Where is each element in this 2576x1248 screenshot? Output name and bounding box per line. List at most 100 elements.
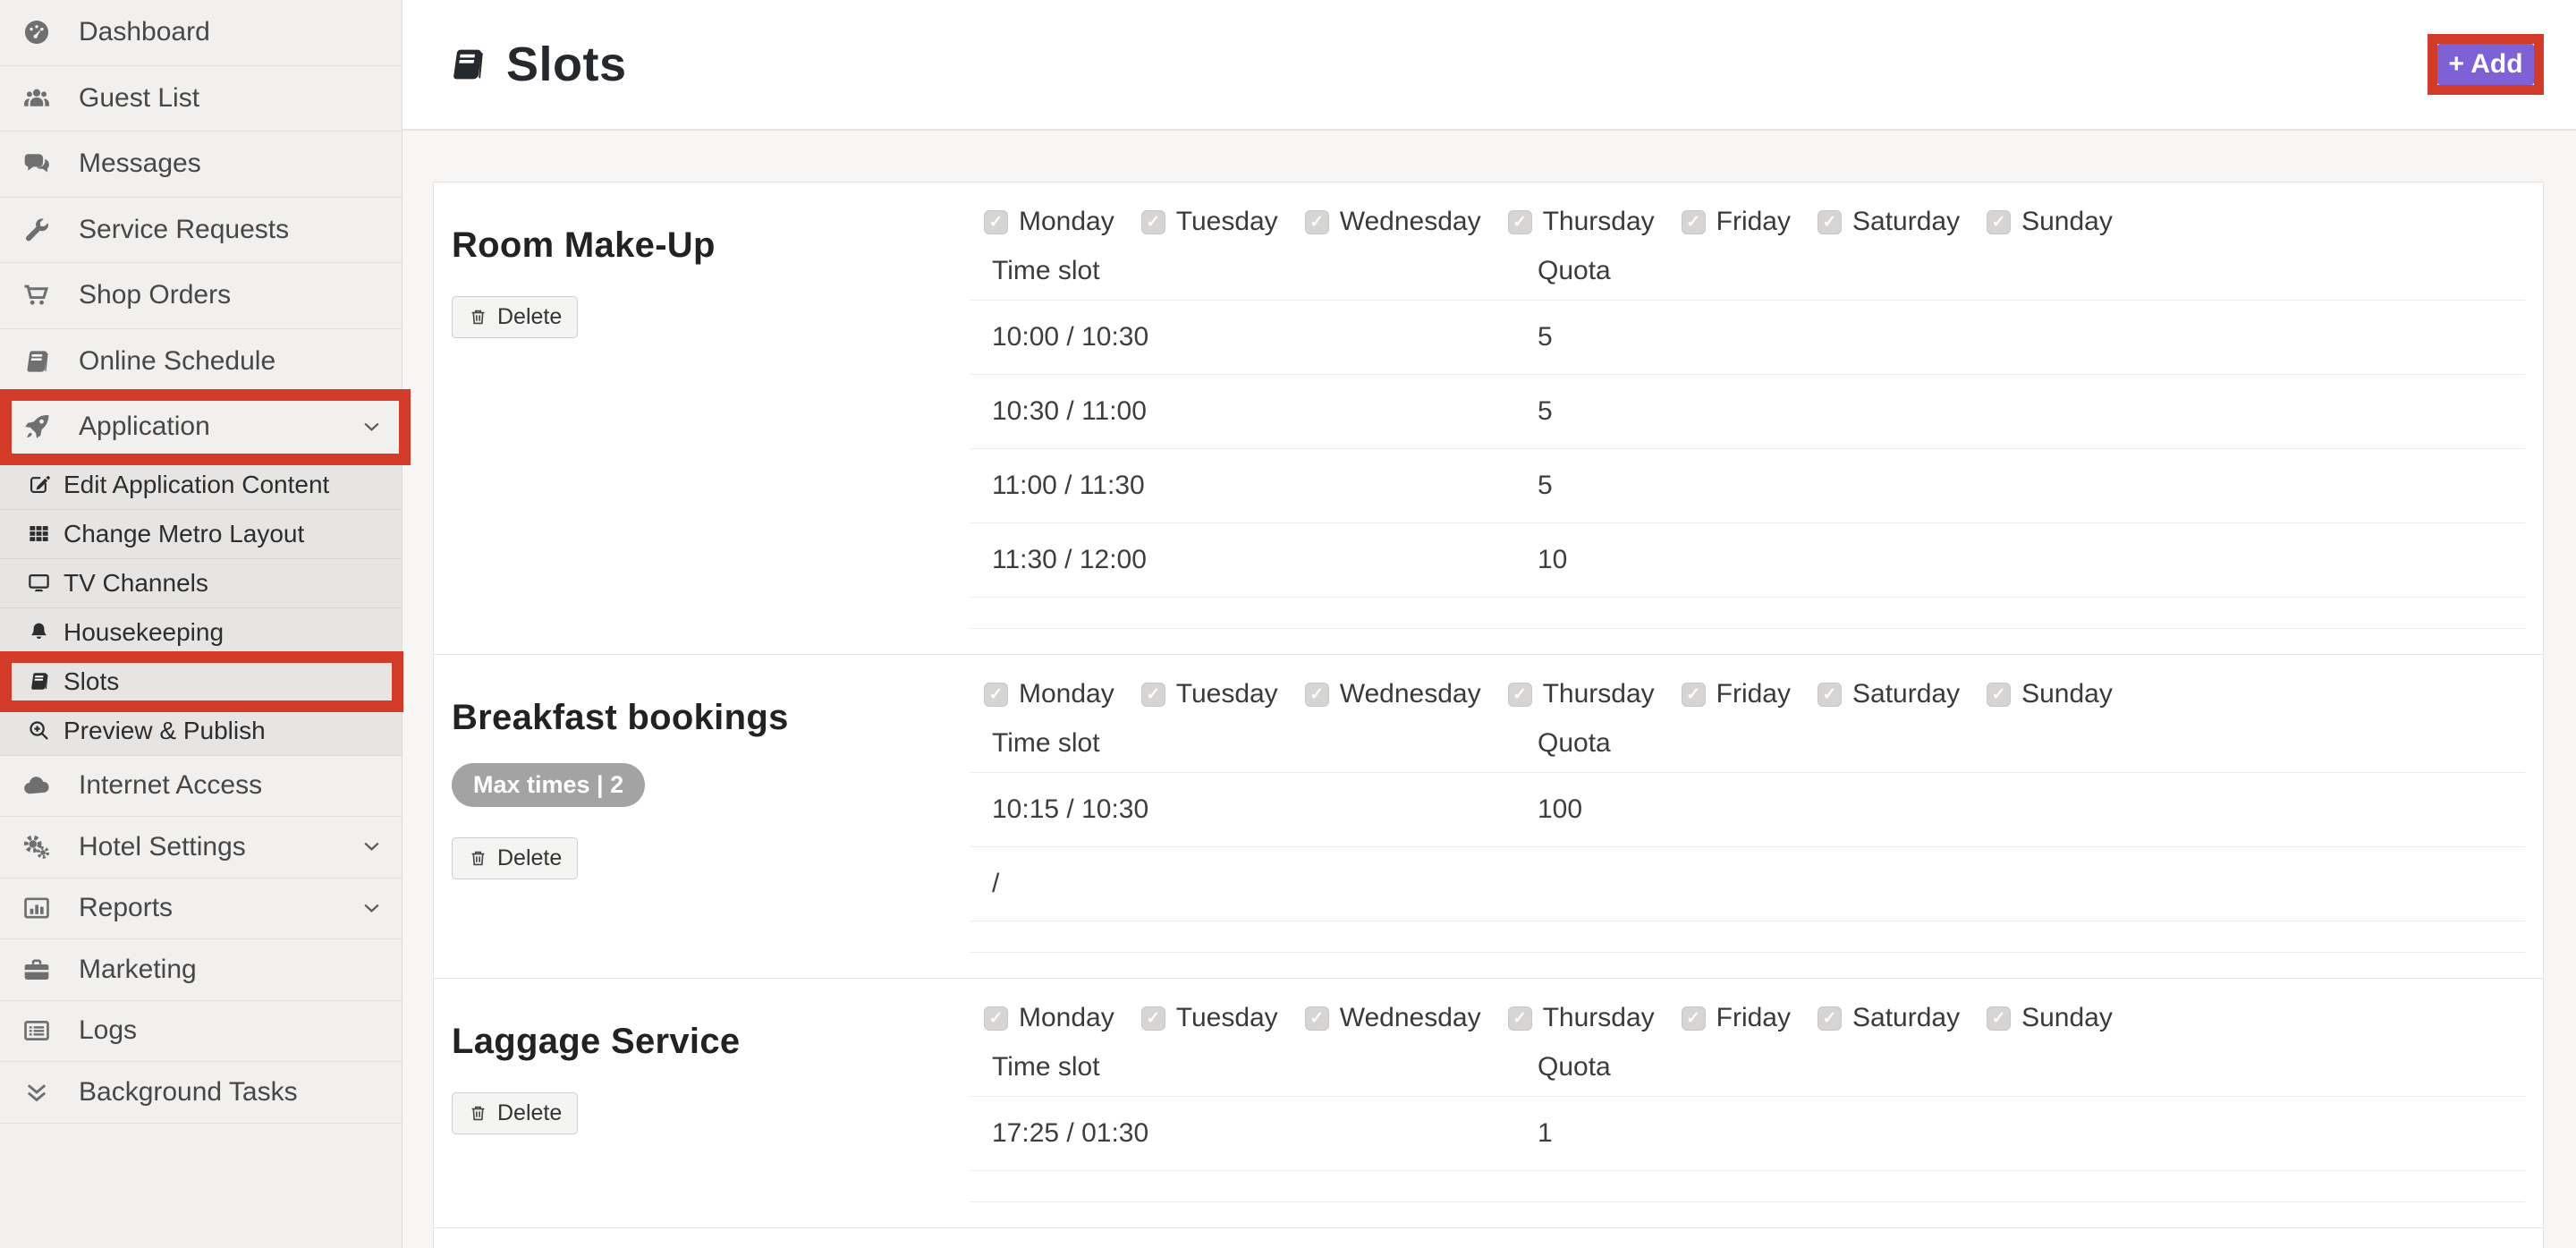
slot-row[interactable]: 11:00 / 11:30 5 bbox=[970, 449, 2525, 523]
day-toggle[interactable]: Saturday bbox=[1818, 207, 1960, 237]
section-left: Breakfast bookings Max times | 2 Delete bbox=[434, 655, 970, 978]
day-checkbox[interactable] bbox=[1507, 682, 1532, 707]
guests-icon bbox=[20, 83, 54, 114]
day-toggle[interactable]: Sunday bbox=[1987, 679, 2113, 709]
day-label: Monday bbox=[1019, 1003, 1114, 1032]
day-toggle[interactable]: Tuesday bbox=[1140, 207, 1278, 237]
add-button[interactable]: + Add bbox=[2437, 44, 2534, 85]
day-toggle[interactable]: Friday bbox=[1681, 207, 1791, 237]
day-toggle[interactable]: Friday bbox=[1681, 1003, 1791, 1033]
day-toggle[interactable]: Tuesday bbox=[1140, 1003, 1278, 1033]
day-checkbox[interactable] bbox=[1304, 209, 1329, 234]
sidebar-item-online-schedule[interactable]: Online Schedule bbox=[0, 329, 402, 395]
chevron-down-icon bbox=[360, 835, 384, 859]
day-checkbox[interactable] bbox=[984, 209, 1008, 234]
grid-icon bbox=[25, 522, 52, 546]
sidebar-item-label: Application bbox=[79, 412, 210, 442]
slot-row[interactable]: 10:30 / 11:00 5 bbox=[970, 375, 2525, 449]
slot-section-laggage-service: Laggage Service Delete Monday Tuesday Wedn… bbox=[434, 979, 2543, 1228]
delete-button[interactable]: Delete bbox=[452, 837, 579, 879]
day-toggle[interactable]: Wednesday bbox=[1304, 679, 1481, 709]
day-toggle[interactable]: Monday bbox=[984, 207, 1114, 237]
time-slot-header: Time slot bbox=[992, 255, 1100, 285]
day-toggle[interactable]: Wednesday bbox=[1304, 207, 1481, 237]
sidebar-item-logs[interactable]: Logs bbox=[0, 1001, 402, 1062]
sidebar-item-marketing[interactable]: Marketing bbox=[0, 939, 402, 1001]
quota-header: Quota bbox=[1538, 1051, 1611, 1082]
page-title-text: Slots bbox=[506, 38, 627, 91]
sidebar-item-internet-access[interactable]: Internet Access bbox=[0, 756, 402, 817]
day-toggle[interactable]: Thursday bbox=[1507, 679, 1655, 709]
sidebar-item-housekeeping[interactable]: Housekeeping bbox=[0, 607, 402, 658]
sidebar-item-reports[interactable]: Reports bbox=[0, 879, 402, 939]
double-chevron-icon bbox=[20, 1077, 54, 1108]
sidebar-item-dashboard[interactable]: Dashboard bbox=[0, 0, 402, 66]
day-toggle[interactable]: Monday bbox=[984, 1003, 1114, 1033]
day-toggle[interactable]: Saturday bbox=[1818, 1003, 1960, 1033]
sidebar-item-slots[interactable]: Slots bbox=[0, 650, 403, 712]
sidebar-item-change-metro-layout[interactable]: Change Metro Layout bbox=[0, 509, 402, 559]
day-checkbox[interactable] bbox=[1987, 682, 2012, 707]
day-checkbox[interactable] bbox=[1140, 1006, 1165, 1031]
day-checkbox[interactable] bbox=[984, 1006, 1008, 1031]
delete-button[interactable]: Delete bbox=[452, 296, 579, 338]
day-toggle[interactable]: Friday bbox=[1681, 679, 1791, 709]
sidebar-item-application[interactable]: Application bbox=[0, 389, 411, 464]
section-left: Laggage Service Delete bbox=[434, 979, 970, 1227]
slot-row[interactable]: 10:00 / 10:30 5 bbox=[970, 301, 2525, 375]
day-checkbox[interactable] bbox=[1140, 209, 1165, 234]
day-checkbox[interactable] bbox=[1987, 209, 2012, 234]
day-checkbox[interactable] bbox=[1507, 209, 1532, 234]
trash-icon bbox=[468, 848, 488, 869]
sidebar-item-hotel-settings[interactable]: Hotel Settings bbox=[0, 817, 402, 879]
sidebar-item-tv-channels[interactable]: TV Channels bbox=[0, 558, 402, 608]
table-header-row: Time slot Quota bbox=[970, 242, 2525, 301]
sidebar-item-shop-orders[interactable]: Shop Orders bbox=[0, 263, 402, 329]
day-toggle[interactable]: Sunday bbox=[1987, 1003, 2113, 1033]
days-row: Monday Tuesday Wednesday Thursday Friday Satu… bbox=[970, 998, 2525, 1038]
day-toggle[interactable]: Sunday bbox=[1987, 207, 2113, 237]
day-label: Sunday bbox=[2021, 207, 2113, 236]
day-checkbox[interactable] bbox=[1681, 682, 1706, 707]
sidebar-item-messages[interactable]: Messages bbox=[0, 132, 402, 198]
day-checkbox[interactable] bbox=[1818, 209, 1842, 234]
slots-table: Time slot Quota 10:00 / 10:30 5 10:30 / … bbox=[970, 242, 2525, 629]
day-checkbox[interactable] bbox=[1507, 1006, 1532, 1031]
day-checkbox[interactable] bbox=[1818, 1006, 1842, 1031]
day-toggle[interactable]: Saturday bbox=[1818, 679, 1960, 709]
day-checkbox[interactable] bbox=[1304, 1006, 1329, 1031]
sidebar-item-preview-publish[interactable]: Preview & Publish bbox=[0, 706, 402, 756]
day-checkbox[interactable] bbox=[1681, 1006, 1706, 1031]
quota-header: Quota bbox=[1538, 255, 1611, 285]
day-label: Tuesday bbox=[1175, 207, 1278, 236]
slot-time: 10:15 / 10:30 bbox=[992, 794, 1149, 824]
book-icon bbox=[445, 43, 488, 86]
slot-row[interactable]: 17:25 / 01:30 1 bbox=[970, 1097, 2525, 1171]
day-checkbox[interactable] bbox=[1140, 682, 1165, 707]
day-toggle[interactable]: Thursday bbox=[1507, 207, 1655, 237]
tv-icon bbox=[25, 571, 52, 595]
section-right: Monday Tuesday Wednesday Thursday Friday Satu… bbox=[970, 979, 2543, 1227]
day-checkbox[interactable] bbox=[984, 682, 1008, 707]
sidebar-item-background-tasks[interactable]: Background Tasks bbox=[0, 1062, 402, 1124]
day-checkbox[interactable] bbox=[1304, 682, 1329, 707]
slot-row[interactable]: 10:15 / 10:30 100 bbox=[970, 773, 2525, 847]
slot-row[interactable]: 11:30 / 12:00 10 bbox=[970, 523, 2525, 598]
gears-icon bbox=[20, 832, 54, 862]
edit-icon bbox=[25, 472, 52, 497]
day-checkbox[interactable] bbox=[1681, 209, 1706, 234]
day-toggle[interactable]: Tuesday bbox=[1140, 679, 1278, 709]
day-label: Friday bbox=[1716, 207, 1791, 236]
sidebar-item-guest-list[interactable]: Guest List bbox=[0, 66, 402, 132]
day-toggle[interactable]: Wednesday bbox=[1304, 1003, 1481, 1033]
day-toggle[interactable]: Thursday bbox=[1507, 1003, 1655, 1033]
slot-row[interactable]: / bbox=[970, 847, 2525, 921]
day-checkbox[interactable] bbox=[1987, 1006, 2012, 1031]
day-checkbox[interactable] bbox=[1818, 682, 1842, 707]
sidebar-item-edit-application-content[interactable]: Edit Application Content bbox=[0, 460, 402, 510]
day-toggle[interactable]: Monday bbox=[984, 679, 1114, 709]
day-label: Wednesday bbox=[1339, 1003, 1481, 1032]
sidebar-item-label: Internet Access bbox=[79, 770, 263, 801]
delete-button[interactable]: Delete bbox=[452, 1092, 579, 1134]
sidebar-item-service-requests[interactable]: Service Requests bbox=[0, 198, 402, 263]
